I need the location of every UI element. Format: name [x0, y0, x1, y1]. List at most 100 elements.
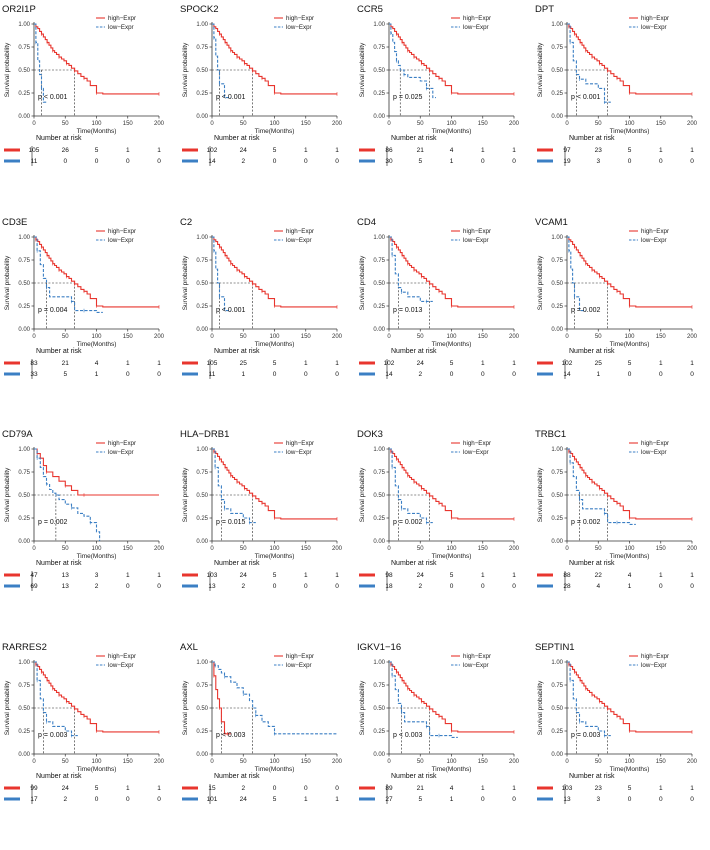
risk-count: 5 — [627, 147, 631, 154]
risk-count: 5 — [63, 371, 67, 378]
x-tick-label: 150 — [300, 546, 311, 552]
y-tick-label: 0.00 — [196, 327, 208, 333]
risk-count: 0 — [272, 371, 276, 378]
risk-count: 1 — [450, 796, 454, 803]
x-tick-label: 100 — [269, 121, 280, 127]
x-tick-label: 0 — [565, 121, 569, 127]
x-tick-label: 150 — [478, 546, 489, 552]
series-low-expr-curve — [34, 448, 101, 541]
y-tick-label: 0.50 — [18, 281, 30, 287]
legend-label-high: high−Expr — [463, 15, 491, 22]
x-tick-label: 150 — [300, 334, 311, 340]
x-axis-title: Time(Months) — [77, 766, 117, 773]
series-high-expr-curve — [211, 448, 337, 520]
x-tick-label: 100 — [624, 121, 635, 127]
risk-count: 0 — [335, 371, 339, 378]
y-axis-title: Survival probability — [359, 42, 366, 97]
risk-count: 97 — [563, 147, 571, 154]
legend-label-low: low−Expr — [463, 237, 489, 244]
risk-table-title: Number at risk — [391, 773, 437, 780]
x-tick-label: 100 — [91, 759, 102, 765]
x-tick-label: 150 — [123, 121, 134, 127]
y-tick-label: 0.50 — [373, 281, 385, 287]
legend-label-high: high−Expr — [641, 15, 669, 22]
series-high-expr-curve — [34, 235, 159, 307]
risk-count: 1 — [126, 785, 130, 792]
risk-count: 1 — [303, 572, 307, 579]
x-tick-label: 200 — [331, 121, 342, 127]
x-tick-label: 100 — [624, 759, 635, 765]
series-low-expr-curve — [566, 23, 611, 103]
risk-count: 11 — [31, 158, 38, 165]
y-tick-label: 0.75 — [551, 683, 563, 689]
x-tick-label: 50 — [594, 334, 601, 340]
risk-count: 3 — [596, 158, 600, 165]
y-axis-title: Survival probability — [537, 467, 544, 522]
panel-title: VCAM1 — [535, 217, 568, 228]
x-tick-label: 100 — [624, 546, 635, 552]
risk-count: 98 — [385, 572, 393, 579]
risk-count: 0 — [157, 158, 161, 165]
x-tick-label: 0 — [210, 334, 214, 340]
risk-count: 0 — [63, 158, 67, 165]
risk-table-title: Number at risk — [214, 348, 260, 355]
panel-title: IGKV1−16 — [357, 642, 401, 653]
x-axis-title: Time(Months) — [254, 553, 294, 560]
legend-label-high: high−Expr — [641, 653, 669, 660]
legend-label-high: high−Expr — [463, 228, 491, 235]
y-axis-title: Survival probability — [537, 42, 544, 97]
km-panel-5: C20.000.250.500.751.000 50 100 150 200Surviv… — [180, 217, 342, 379]
panel-title: CCR5 — [357, 4, 383, 15]
p-value-label: p = 0.003 — [38, 732, 67, 739]
y-tick-label: 1.00 — [196, 660, 208, 666]
risk-count: 5 — [418, 796, 422, 803]
y-tick-label: 0.00 — [551, 539, 563, 545]
x-tick-label: 100 — [446, 334, 457, 340]
y-tick-label: 1.00 — [196, 235, 208, 241]
risk-count: 86 — [385, 147, 393, 154]
series-high-expr-curve — [389, 235, 514, 307]
legend-label-high: high−Expr — [286, 653, 314, 660]
x-tick-label: 50 — [62, 121, 69, 127]
y-axis-title: Survival probability — [182, 254, 189, 309]
x-tick-label: 200 — [686, 759, 697, 765]
risk-count: 103 — [561, 785, 572, 792]
x-tick-label: 150 — [655, 759, 666, 765]
risk-count: 15 — [208, 785, 216, 792]
x-tick-label: 100 — [446, 759, 457, 765]
x-tick-label: 100 — [91, 334, 102, 340]
x-axis-title: Time(Months) — [609, 341, 649, 348]
x-tick-label: 0 — [210, 121, 214, 127]
x-tick-label: 200 — [154, 759, 165, 765]
x-tick-label: 150 — [655, 546, 666, 552]
series-high-expr-curve — [566, 23, 692, 95]
risk-count: 0 — [303, 583, 307, 590]
risk-count: 0 — [303, 785, 307, 792]
series-low-expr-curve — [34, 23, 47, 103]
panel-title: TRBC1 — [535, 429, 566, 440]
x-tick-label: 0 — [387, 546, 391, 552]
y-tick-label: 0.50 — [551, 706, 563, 712]
x-axis-title: Time(Months) — [432, 553, 472, 560]
p-value-label: p = 0.004 — [38, 307, 67, 314]
panel-title: CD3E — [2, 217, 27, 228]
risk-count: 1 — [690, 785, 694, 792]
risk-count: 0 — [126, 371, 130, 378]
legend-label-low: low−Expr — [463, 449, 489, 456]
y-tick-label: 0.50 — [551, 493, 563, 499]
risk-count: 1 — [512, 147, 516, 154]
y-axis-title: Survival probability — [4, 42, 11, 97]
y-axis-title: Survival probability — [359, 679, 366, 734]
x-tick-label: 50 — [594, 121, 601, 127]
y-axis-title: Survival probability — [359, 467, 366, 522]
x-tick-label: 200 — [509, 121, 520, 127]
y-tick-label: 0.25 — [551, 304, 563, 310]
risk-count: 1 — [658, 360, 662, 367]
panel-title: CD79A — [2, 429, 33, 440]
